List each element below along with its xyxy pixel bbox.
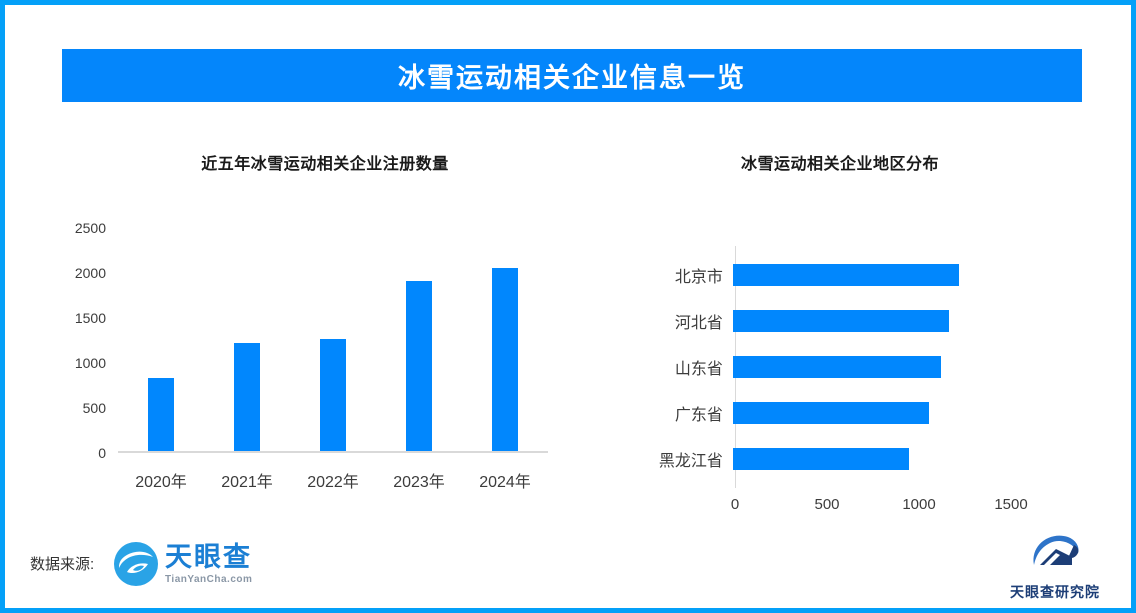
x-label-2022年: 2022年 [307,474,359,491]
x-tick-500: 500 [814,496,840,513]
x-axis-labels: 2020年 2021年 2022年 2023年 2024年 [118,468,548,492]
y-tick-2500: 2500 [74,220,106,236]
x-label-2020年: 2020年 [135,474,187,491]
bar-track [732,448,1070,470]
bar-2024年 [492,267,518,451]
bar-slot [376,228,462,451]
bar-河北省 [732,310,949,332]
registrations-chart-title: 近五年冰雪运动相关企业注册数量 [201,156,449,173]
bar-2023年 [406,281,432,451]
y-tick-1500: 1500 [74,310,106,326]
tianyancha-eye-icon [114,542,158,586]
x-tick-1500: 1500 [994,496,1028,513]
region-row: 山东省 [630,344,1070,390]
region-row: 河北省 [630,298,1070,344]
bar-slot [204,228,290,451]
bar-slot [290,228,376,451]
bar-track [732,402,1070,424]
tianyancha-domain: TianYanCha.com [165,573,253,585]
x-label-2021年: 2021年 [221,474,273,491]
y-tick-500: 500 [82,400,106,416]
bar-rows: 北京市河北省山东省广东省黑龙江省 [630,246,1070,488]
x-tick-0: 0 [730,496,740,513]
y-axis: 0 500 1000 1500 2000 2500 [60,220,118,461]
banner: 冰雪运动相关企业信息一览 [62,49,1082,102]
registrations-chart: 近五年冰雪运动相关企业注册数量 0 500 1000 1500 2000 2500 202… [60,150,570,491]
bar-山东省 [732,356,941,378]
region-label-黑龙江省: 黑龙江省 [658,453,723,470]
y-tick-2000: 2000 [74,265,106,281]
bar-2021年 [234,343,260,451]
y-tick-0: 0 [98,445,106,461]
bar-slot [462,228,548,451]
research-institute-swoosh-icon [1033,535,1079,565]
region-label-北京市: 北京市 [674,269,723,286]
bar-黑龙江省 [732,448,910,470]
region-label-广东省: 广东省 [674,407,723,424]
x-label-2023年: 2023年 [393,474,445,491]
regions-chart-title: 冰雪运动相关企业地区分布 [740,156,939,173]
research-institute-logo: 天眼查研究院 [995,529,1115,602]
bar-plot [118,228,548,453]
registrations-chart-plot-area: 0 500 1000 1500 2000 2500 [60,220,548,461]
research-institute-name: 天眼查研究院 [1010,584,1100,600]
region-label-山东省: 山东省 [674,361,723,378]
page-title: 冰雪运动相关企业信息一览 [398,63,746,93]
x-label-2024年: 2024年 [479,474,531,491]
regions-chart: 冰雪运动相关企业地区分布 北京市河北省山东省广东省黑龙江省 0 500 1000 15… [630,150,1070,514]
bar-2020年 [148,377,174,451]
region-row: 北京市 [630,252,1070,298]
bar-slot [118,228,204,451]
bar-广东省 [732,402,929,424]
bar-track [732,356,1070,378]
x-axis-ticks: 0 500 1000 1500 [731,496,1080,514]
region-row: 黑龙江省 [630,436,1070,482]
x-tick-1000: 1000 [902,496,936,513]
region-row: 广东省 [630,390,1070,436]
y-tick-1000: 1000 [74,355,106,371]
tianyancha-wordmark: 天眼查 TianYanCha.com [165,541,253,585]
bar-track [732,264,1070,286]
bar-北京市 [732,264,960,286]
bar-track [732,310,1070,332]
region-label-河北省: 河北省 [674,315,723,332]
tianyancha-name: 天眼查 [165,541,252,572]
tianyancha-logo: 天眼查 TianYanCha.com [113,541,252,587]
bar-2022年 [320,339,346,451]
data-source-label: 数据来源: [30,556,95,573]
